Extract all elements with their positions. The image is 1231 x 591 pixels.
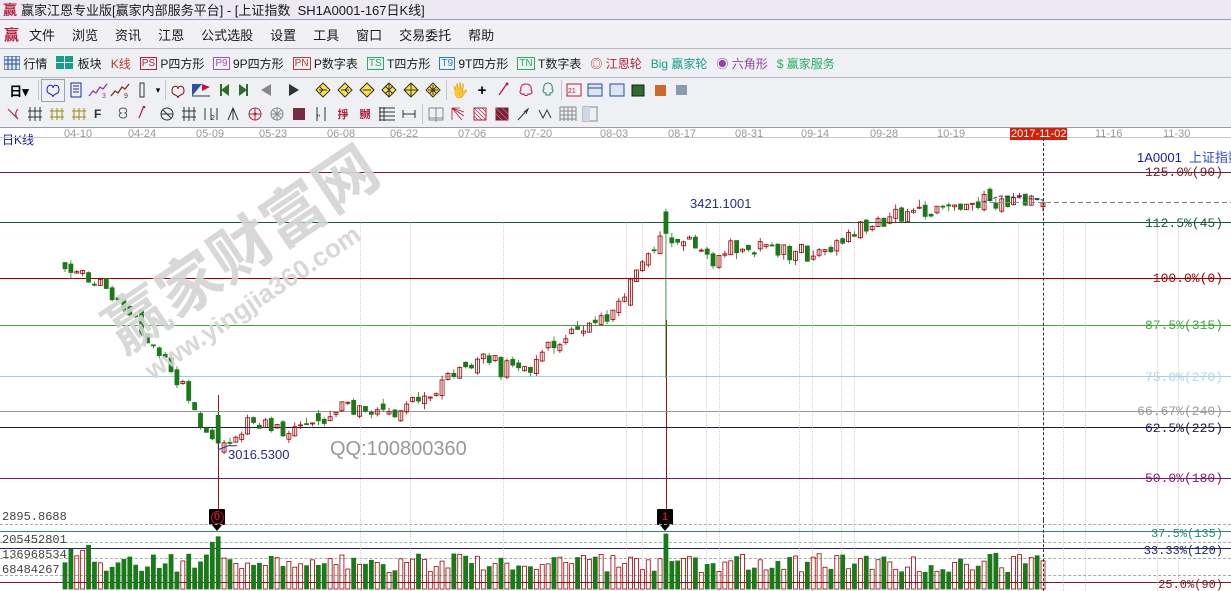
- svg-text:": ": [317, 113, 320, 122]
- svg-text:21: 21: [568, 88, 576, 95]
- svg-text:9: 9: [124, 93, 128, 98]
- svg-text:2: 2: [211, 115, 215, 122]
- svg-text:F: F: [94, 107, 101, 121]
- svg-text:3: 3: [102, 93, 106, 98]
